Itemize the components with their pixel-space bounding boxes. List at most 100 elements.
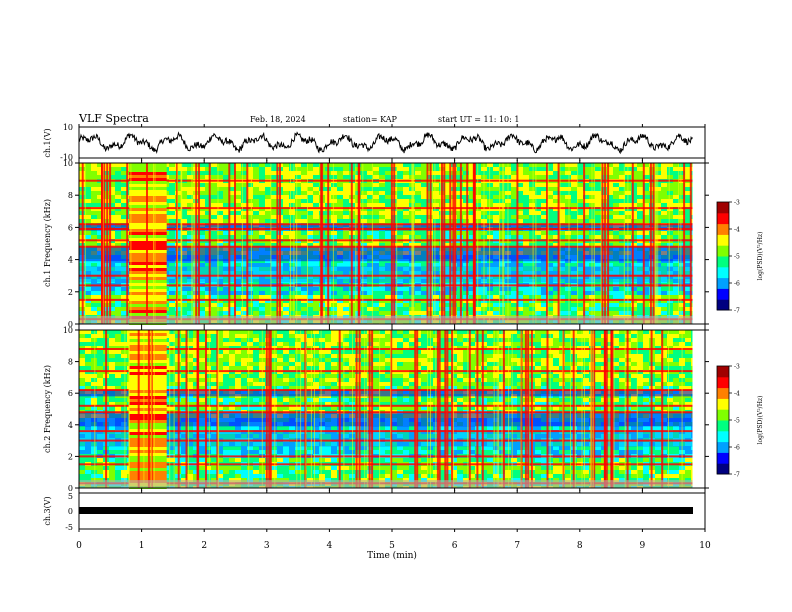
spectrogram-cell: [559, 167, 565, 171]
spectrogram-cell: [547, 271, 553, 275]
spectrogram-cell: [97, 402, 103, 406]
spectrogram-streak: [472, 163, 475, 324]
spectrogram-cell: [541, 187, 547, 191]
spectrogram-cell: [607, 175, 613, 179]
spectrogram-cell: [667, 219, 673, 223]
spectrogram-cell: [235, 263, 241, 267]
spectrogram-cell: [385, 267, 391, 271]
spectrogram-cell: [613, 307, 619, 311]
spectrogram-cell: [649, 183, 655, 187]
spectrogram-cell: [529, 175, 535, 179]
spectrogram-cell: [253, 235, 259, 239]
spectrogram-cell: [289, 271, 295, 275]
spectrogram-cell: [169, 171, 175, 175]
spectrogram-cell: [307, 219, 313, 223]
spectrogram-cell: [541, 291, 547, 295]
spectrogram-cell: [679, 211, 685, 215]
spectrogram-cell: [415, 235, 421, 239]
spectrogram-cell: [661, 243, 667, 247]
spectrogram-cell: [595, 167, 601, 171]
spectrogram-cell: [115, 235, 121, 239]
spectrogram-cell: [247, 287, 253, 291]
spectrogram-band-quiet: [79, 246, 693, 262]
spectrogram-cell: [517, 195, 523, 199]
spectrogram-cell: [511, 243, 517, 247]
spectrogram-cell: [85, 378, 91, 382]
spectrogram-cell: [343, 191, 349, 195]
spectrogram-cell: [637, 231, 643, 235]
spectrogram-streak: [652, 163, 655, 324]
spectrogram-cell: [571, 287, 577, 291]
spectrogram-cell: [109, 211, 115, 215]
spectrogram-cell: [211, 191, 217, 195]
spectrogram-cell: [529, 167, 535, 171]
spectrogram-cell: [571, 191, 577, 195]
spectrogram-cell: [685, 267, 691, 271]
spectrogram-cell: [109, 267, 115, 271]
spectrogram-cell: [85, 271, 91, 275]
spectrogram-cell: [547, 303, 553, 307]
spectrogram-cell: [637, 263, 643, 267]
spectrogram-streak: [604, 163, 607, 324]
spectrogram-cell: [583, 243, 589, 247]
spectrogram-cell: [673, 243, 679, 247]
station-label: station= KAP: [343, 115, 398, 124]
spectrogram-cell: [499, 291, 505, 295]
spectrogram-cell: [517, 203, 523, 207]
spectrogram-cell: [649, 263, 655, 267]
spectrogram-cell: [367, 307, 373, 311]
spectrogram-cell: [637, 271, 643, 275]
spectrogram-cell: [385, 215, 391, 219]
spectrogram-streak: [192, 163, 194, 324]
spectrogram-cell: [115, 362, 121, 366]
spectrogram-cell: [85, 299, 91, 303]
spectrogram-cell: [289, 243, 295, 247]
spectrogram-cell: [121, 398, 127, 402]
spectrogram-cell: [679, 163, 685, 167]
spectrogram-cell: [307, 211, 313, 215]
spectrogram-cell: [361, 195, 367, 199]
spectrogram-cell: [565, 311, 571, 315]
spectrogram-cell: [565, 231, 571, 235]
spectrogram-cell: [679, 275, 685, 279]
spectrogram-cell: [463, 263, 469, 267]
spectrogram-cell: [97, 291, 103, 295]
spectrogram-cell: [469, 199, 475, 203]
spectrogram-cell: [547, 187, 553, 191]
spectrogram-cell: [679, 235, 685, 239]
spectrogram-cell: [211, 215, 217, 219]
spectrogram-cell: [253, 199, 259, 203]
spectrogram-cell: [331, 271, 337, 275]
spectrogram-cell: [109, 175, 115, 179]
spectrogram-cell: [367, 263, 373, 267]
spectrogram-cell: [397, 275, 403, 279]
spectrogram-cell: [397, 187, 403, 191]
spectrogram-cell: [241, 175, 247, 179]
spectrogram-cell: [601, 199, 607, 203]
spectrogram-streak: [411, 163, 413, 324]
spectrogram-cell: [103, 263, 109, 267]
spectrogram-cell: [211, 271, 217, 275]
spectrogram-cell: [583, 299, 589, 303]
spectrogram-cell: [169, 267, 175, 271]
spectrogram-cell: [289, 287, 295, 291]
spectrogram-cell: [679, 171, 685, 175]
spectrogram-cell: [421, 195, 427, 199]
spectrogram-cell: [373, 163, 379, 167]
spectrogram-cell: [253, 263, 259, 267]
spectrogram-cell: [637, 183, 643, 187]
spectrogram-cell: [307, 199, 313, 203]
spectrogram-cell: [637, 215, 643, 219]
spectrogram-cell: [247, 171, 253, 175]
spectrogram-cell: [283, 235, 289, 239]
spectrogram-cell: [535, 311, 541, 315]
spectrogram-cell: [535, 167, 541, 171]
spectrogram-cell: [541, 215, 547, 219]
spectrogram-cell: [247, 187, 253, 191]
spectrogram-streak: [466, 163, 469, 324]
spectrogram-cell: [529, 243, 535, 247]
spectrogram-cell: [229, 243, 235, 247]
spectrogram-cell: [559, 307, 565, 311]
spectrogram-cell: [667, 215, 673, 219]
